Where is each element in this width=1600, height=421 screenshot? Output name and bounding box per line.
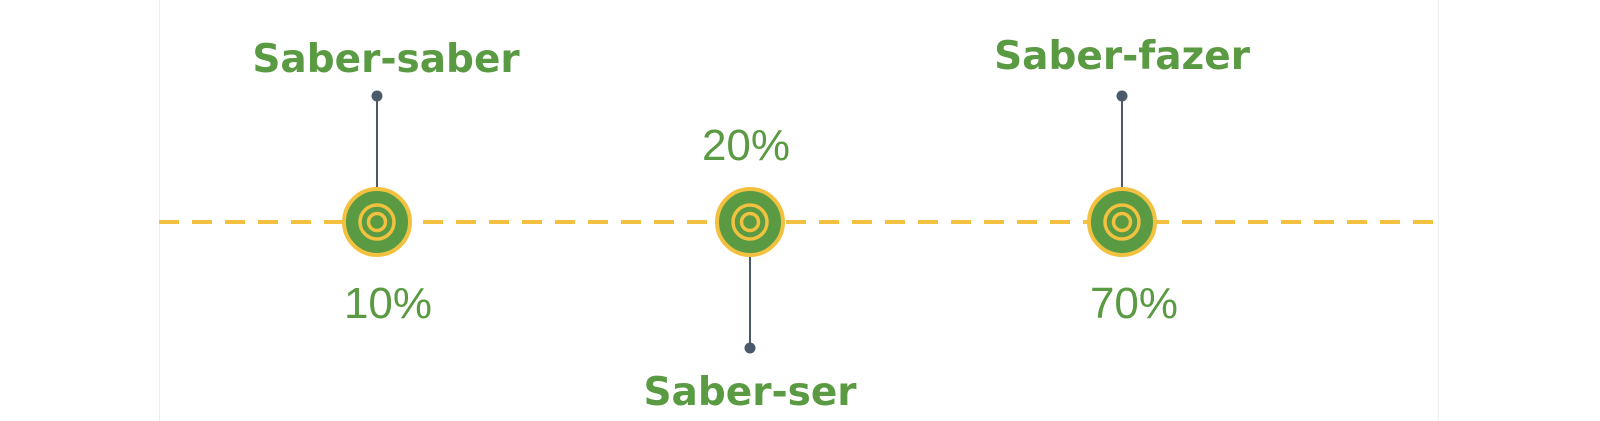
milestone-percent-saber-saber: 10% bbox=[343, 279, 433, 328]
connector-dot-saber-fazer bbox=[1116, 90, 1128, 102]
target-icon bbox=[342, 187, 412, 257]
content-frame bbox=[159, 0, 1439, 421]
milestone-label-saber-saber: Saber-saber bbox=[252, 37, 520, 82]
milestone-percent-saber-ser: 20% bbox=[701, 121, 791, 170]
milestone-percent-saber-fazer: 70% bbox=[1089, 279, 1179, 328]
milestone-label-saber-ser: Saber-ser bbox=[643, 370, 857, 415]
target-icon bbox=[1087, 187, 1157, 257]
connector-dot-saber-ser bbox=[744, 342, 756, 354]
milestone-label-saber-fazer: Saber-fazer bbox=[994, 34, 1250, 79]
target-icon bbox=[715, 187, 785, 257]
connector-dot-saber-saber bbox=[371, 90, 383, 102]
